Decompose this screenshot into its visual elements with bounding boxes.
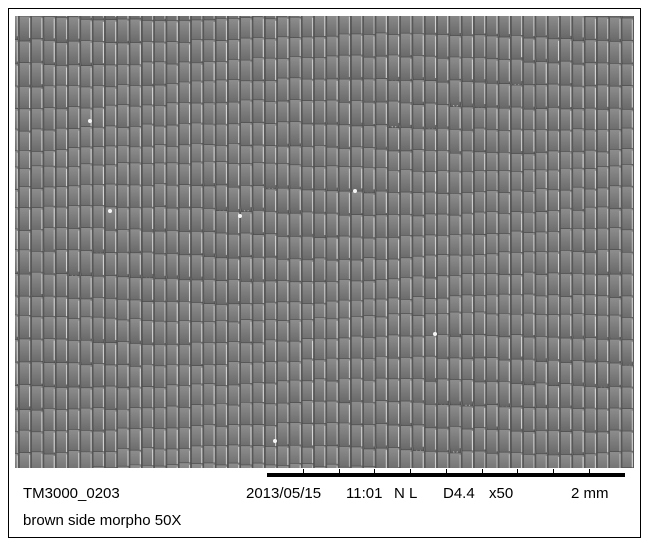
sem-info-bar: TM3000_0203 2013/05/15 11:01 N L D4.4 x5… <box>23 485 633 503</box>
scale-bar <box>15 468 634 482</box>
scale-bar-tick <box>553 469 554 477</box>
image-caption: brown side morpho 50X <box>23 512 182 529</box>
working-distance-label: D4.4 <box>443 485 475 502</box>
sem-micrograph-image <box>15 16 634 468</box>
scale-bar-tick <box>517 469 518 477</box>
image-id-label: TM3000_0203 <box>23 485 120 502</box>
scale-bar-tick <box>482 469 483 477</box>
scale-bar-tick <box>589 469 590 477</box>
mode-label: N L <box>394 485 418 502</box>
scale-label: 2 mm <box>571 485 609 502</box>
time-label: 11:01 <box>346 485 383 502</box>
scale-bar-tick <box>410 469 411 477</box>
scale-bar-tick <box>374 469 375 477</box>
magnification-label: x50 <box>489 485 514 502</box>
scale-bar-tick <box>303 469 304 477</box>
scale-bar-tick <box>339 469 340 477</box>
scale-bar-tick <box>446 469 447 477</box>
date-label: 2013/05/15 <box>246 485 322 502</box>
